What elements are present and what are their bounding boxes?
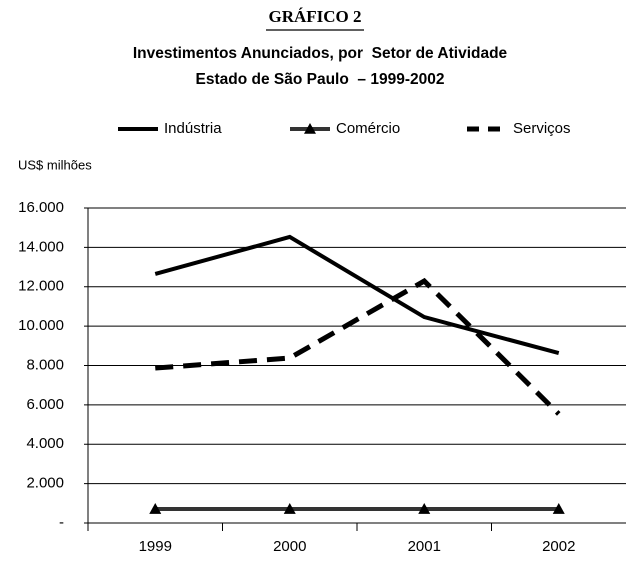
series-line <box>155 277 561 416</box>
chart-subtitle: Estado de São Paulo – 1999-2002 <box>196 71 445 88</box>
y-tick-label: 12.000 <box>18 278 64 295</box>
series-line <box>154 234 560 356</box>
y-axis-label: US$ milhões <box>18 157 92 172</box>
chart-subtitle: Investimentos Anunciados, por Setor de A… <box>133 45 508 62</box>
y-tick-label: 14.000 <box>18 238 64 255</box>
y-tick-label: 2.000 <box>26 475 64 492</box>
legend-label: Serviços <box>513 120 571 137</box>
marker <box>149 503 162 514</box>
y-tick-label: 16.000 <box>18 199 64 216</box>
x-tick-label: 2002 <box>542 538 575 555</box>
y-tick-label: - <box>59 514 64 531</box>
x-tick-label: 2001 <box>408 538 441 555</box>
x-tick-label: 2000 <box>273 538 306 555</box>
x-tick-label: 1999 <box>139 538 172 555</box>
marker <box>418 503 431 514</box>
legend-marker <box>304 123 316 134</box>
marker <box>552 503 565 514</box>
legend-label: Comércio <box>336 120 400 137</box>
legend-label: Indústria <box>164 120 222 137</box>
y-tick-label: 6.000 <box>26 396 64 413</box>
y-tick-label: 10.000 <box>18 317 64 334</box>
chart-title: GRÁFICO 2 <box>268 7 361 26</box>
y-tick-label: 8.000 <box>26 356 64 373</box>
marker <box>283 503 296 514</box>
y-tick-label: 4.000 <box>26 435 64 452</box>
